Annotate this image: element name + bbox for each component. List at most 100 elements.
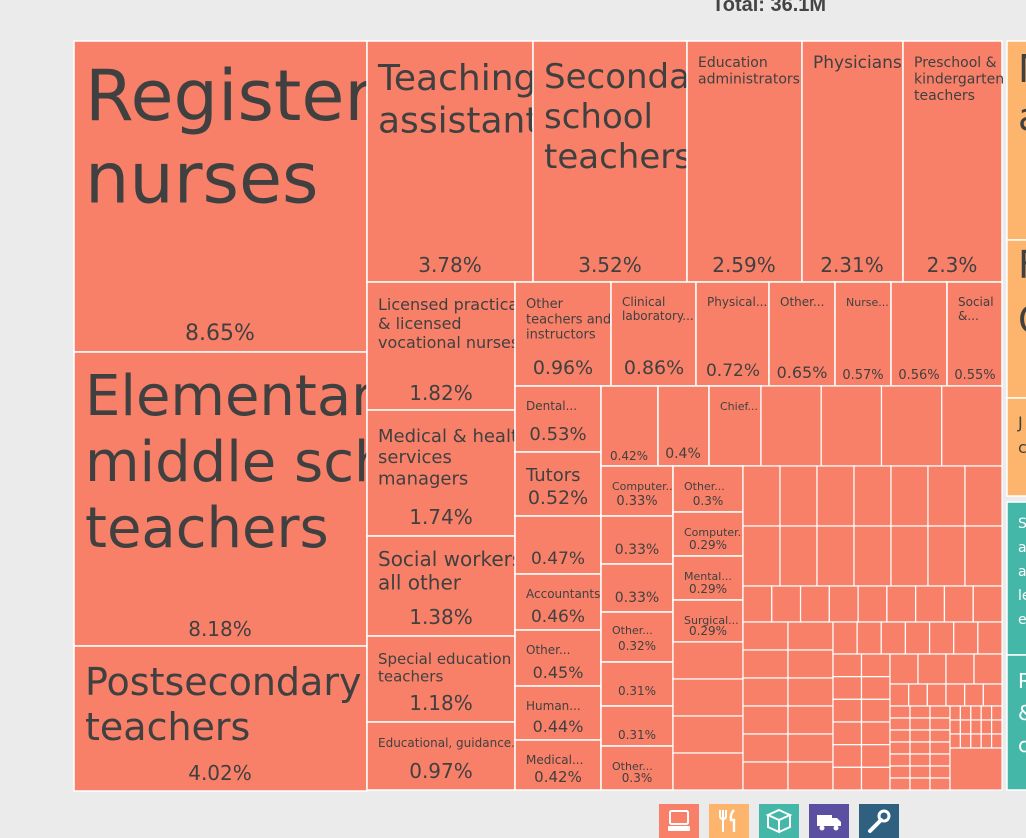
treemap-cell-other-teachers-and-instructors[interactable]: Other teachers and instructors 0.96% <box>514 281 612 387</box>
treemap-small-cell[interactable] <box>787 705 834 735</box>
treemap-cell-secondary-school-teachers[interactable]: Secondary school teachers 3.52% <box>532 40 724 283</box>
treemap-small-cell[interactable] <box>909 717 931 731</box>
treemap-cell-surgical[interactable]: Surgical...0.29% <box>672 599 744 643</box>
treemap-small-cell[interactable] <box>977 621 1003 655</box>
treemap-cell-cell[interactable]: 0.33% <box>600 563 674 613</box>
treemap-small-cell[interactable] <box>949 733 961 749</box>
treemap-small-cell[interactable] <box>742 585 773 623</box>
treemap-small-cell[interactable] <box>980 705 993 721</box>
treemap-small-cell[interactable] <box>980 733 993 749</box>
treemap-small-cell[interactable] <box>832 653 863 678</box>
treemap-small-cell[interactable] <box>927 525 966 587</box>
treemap-small-cell[interactable] <box>742 649 789 679</box>
treemap-small-cell[interactable] <box>929 753 951 767</box>
treemap-side-group-teal[interactable]: Saa le e <box>1006 501 1026 656</box>
treemap-small-cell[interactable] <box>779 465 818 527</box>
treemap-small-cell[interactable] <box>926 683 947 707</box>
treemap-cell-cell[interactable]: 0.31% <box>600 661 674 707</box>
treemap-small-cell[interactable] <box>742 465 781 527</box>
treemap-cell-educational-guidance[interactable]: Educational, guidance... 0.97% <box>366 721 523 791</box>
treemap-small-cell[interactable] <box>820 385 883 467</box>
treemap-small-cell[interactable] <box>889 765 911 779</box>
treemap-small-cell[interactable] <box>959 719 972 735</box>
treemap-cell-other[interactable]: Other... 0.32% <box>600 611 674 663</box>
treemap-cell-education-administrators[interactable]: Education administrators 2.59% <box>686 40 803 283</box>
treemap-cell-dental[interactable]: Dental... 0.53% <box>514 385 602 453</box>
treemap-small-cell[interactable] <box>909 729 931 743</box>
treemap-small-cell[interactable] <box>742 621 789 651</box>
treemap-cell-licensed-practical-licensed-vocational-nurses[interactable]: Licensed practical & licensed vocational n… <box>366 281 523 411</box>
treemap-cell-accountants[interactable]: Accountants... 0.46% <box>514 573 612 631</box>
treemap-cell-social[interactable]: Social &... 0.55% <box>946 281 1003 387</box>
treemap-cell-special-education-teachers[interactable]: Special education teachers 1.18% <box>366 635 516 723</box>
treemap-cell-human[interactable]: Human... 0.44% <box>514 685 602 741</box>
wrench-icon[interactable] <box>859 804 899 838</box>
treemap-small-cell[interactable] <box>787 621 834 651</box>
treemap-small-cell[interactable] <box>672 752 744 791</box>
treemap-cell-medical-health-services-managers[interactable]: Medical & health services managers 1.74% <box>366 409 529 537</box>
treemap-small-cell[interactable] <box>908 683 928 707</box>
treemap-small-cell[interactable] <box>890 525 929 587</box>
treemap-small-cell[interactable] <box>886 585 917 623</box>
treemap-small-cell[interactable] <box>928 621 955 655</box>
treemap-small-cell[interactable] <box>832 676 863 700</box>
treemap-small-cell[interactable] <box>889 729 911 743</box>
treemap-cell-other[interactable]: Other... 0.45% <box>514 629 602 687</box>
treemap-small-cell[interactable] <box>964 683 984 707</box>
treemap-small-cell[interactable] <box>880 621 907 655</box>
treemap-small-cell[interactable] <box>909 765 931 779</box>
treemap-small-cell[interactable] <box>832 744 863 768</box>
treemap-small-cell[interactable] <box>959 733 972 749</box>
treemap-small-cell[interactable] <box>941 385 1003 467</box>
treemap-small-cell[interactable] <box>860 744 891 768</box>
treemap-cell-cell[interactable]: 0.42% <box>600 385 659 467</box>
treemap-cell-social-workers-all-other[interactable]: Social workers, all other 1.38% <box>366 535 529 637</box>
treemap-cell-cell[interactable]: 0.56% <box>890 281 948 387</box>
treemap-small-cell[interactable] <box>982 683 1003 707</box>
treemap-small-cell[interactable] <box>742 525 781 587</box>
treemap-small-cell[interactable] <box>904 621 931 655</box>
treemap-cell-clinical-laboratory[interactable]: Clinical laboratory... 0.86% <box>610 281 697 387</box>
treemap-small-cell[interactable] <box>929 777 951 791</box>
treemap-small-cell[interactable] <box>889 741 911 755</box>
treemap-small-cell[interactable] <box>742 761 789 791</box>
treemap-cell-computer[interactable]: Computer...0.29% <box>672 511 748 557</box>
treemap-small-cell[interactable] <box>915 585 946 623</box>
treemap-small-cell[interactable] <box>787 761 834 791</box>
treemap-small-cell[interactable] <box>953 621 979 655</box>
treemap-small-cell[interactable] <box>832 621 858 655</box>
treemap-small-cell[interactable] <box>742 705 789 735</box>
treemap-small-cell[interactable] <box>929 705 951 719</box>
treemap-small-cell[interactable] <box>779 525 818 587</box>
treemap-cell-cell[interactable]: 0.31% <box>600 705 674 747</box>
treemap-cell-physicians[interactable]: Physicians 2.31% <box>801 40 904 283</box>
treemap-small-cell[interactable] <box>970 733 982 749</box>
treemap-small-cell[interactable] <box>972 585 1003 623</box>
treemap-side-group-orange[interactable]: Ma <box>1006 40 1026 241</box>
treemap-small-cell[interactable] <box>880 385 943 467</box>
treemap-small-cell[interactable] <box>742 677 789 707</box>
treemap-small-cell[interactable] <box>853 525 892 587</box>
treemap-small-cell[interactable] <box>909 753 931 767</box>
treemap-small-cell[interactable] <box>890 465 929 527</box>
treemap-small-cell[interactable] <box>832 766 863 791</box>
treemap-small-cell[interactable] <box>909 777 931 791</box>
treemap-small-cell[interactable] <box>760 385 822 467</box>
treemap-small-cell[interactable] <box>973 653 1003 685</box>
treemap-cell-other[interactable]: Other... 0.65% <box>768 281 836 387</box>
treemap-cell-mental[interactable]: Mental...0.29% <box>672 555 744 601</box>
treemap-cell-postsecondary-teachers[interactable]: Postsecondary teachers 4.02% <box>73 645 368 792</box>
treemap-small-cell[interactable] <box>832 698 863 723</box>
treemap-side-group-teal[interactable]: R & c <box>1006 654 1026 791</box>
treemap-small-cell[interactable] <box>787 677 834 707</box>
treemap-small-cell[interactable] <box>799 585 830 623</box>
treemap-small-cell[interactable] <box>949 719 961 735</box>
treemap-small-cell[interactable] <box>889 705 911 719</box>
treemap-small-cell[interactable] <box>980 719 993 735</box>
treemap-small-cell[interactable] <box>927 465 966 527</box>
treemap-small-cell[interactable] <box>816 465 855 527</box>
treemap-small-cell[interactable] <box>889 683 910 707</box>
treemap-small-cell[interactable] <box>787 733 834 763</box>
treemap-small-cell[interactable] <box>929 729 951 743</box>
treemap-small-cell[interactable] <box>970 719 982 735</box>
